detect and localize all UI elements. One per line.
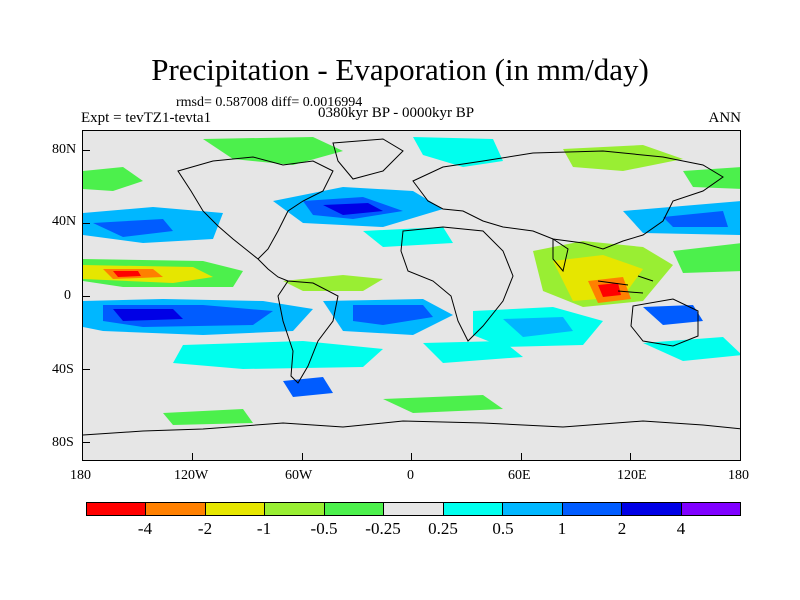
colorbar-box: [502, 502, 563, 516]
colorbar-label: -0.25: [365, 519, 401, 538]
lat-label: 40S: [52, 362, 74, 377]
lon-label: 60E: [508, 468, 531, 483]
colorbar-box: [86, 502, 147, 516]
colorbar-label: 0.25: [428, 519, 458, 538]
colorbar-box: [264, 502, 325, 516]
lon-tick: [302, 453, 303, 461]
field-patch: [203, 137, 343, 165]
field-patch: [673, 243, 740, 273]
field-patch: [283, 377, 333, 397]
lat-tick: [82, 369, 90, 370]
coastline: [552, 238, 569, 273]
coastline: [177, 156, 334, 260]
colorbar-box: [323, 502, 385, 516]
field-patch: [83, 167, 143, 191]
coastline: [630, 298, 699, 347]
colorbar-box: [204, 502, 266, 516]
lat-label: 80S: [52, 435, 74, 450]
field-patch: [113, 271, 141, 277]
coastline: [257, 258, 289, 282]
field-patch: [503, 317, 573, 337]
coastline: [277, 280, 339, 384]
lat-tick: [82, 223, 90, 224]
colorbar-label: 1: [557, 519, 567, 538]
field-patch: [363, 227, 453, 247]
coastline: [597, 275, 654, 294]
map-panel: [82, 130, 741, 461]
colorbar-label: -2: [197, 519, 213, 538]
lon-tick: [630, 453, 631, 461]
field-patch: [598, 283, 621, 297]
colorbar-box: [145, 502, 206, 516]
period-label: 0380kyr BP - 0000kyr BP: [318, 105, 475, 121]
coastline: [412, 150, 724, 250]
field-patch: [423, 341, 523, 363]
colorbar-box: [442, 502, 504, 516]
colorbar: [86, 502, 741, 516]
field-patch: [383, 395, 503, 413]
lon-label: 180: [728, 468, 749, 483]
lon-label: 120E: [617, 468, 647, 483]
lat-label: 40N: [52, 214, 77, 229]
field-patch: [683, 167, 740, 189]
colorbar-label: 4: [676, 519, 686, 538]
lat-label: 0: [64, 288, 71, 303]
colorbar-label: -1: [256, 519, 272, 538]
colorbar-label: -0.5: [310, 519, 338, 538]
field-patch: [643, 337, 740, 361]
coastline: [83, 420, 740, 436]
lon-label: 60W: [285, 468, 313, 483]
field-patch: [413, 137, 503, 167]
field-patch: [563, 145, 683, 171]
field-patch: [93, 219, 173, 237]
coastline: [332, 138, 404, 180]
colorbar-label: 2: [617, 519, 627, 538]
field-patch: [283, 275, 383, 291]
anomaly-fields: [83, 137, 740, 425]
coastlines: [83, 138, 740, 436]
field-patch: [163, 409, 253, 425]
field-patch: [643, 305, 703, 325]
lat-label: 80N: [52, 142, 77, 157]
lon-tick: [192, 453, 193, 461]
coastline: [400, 226, 514, 342]
field-patch: [113, 309, 183, 321]
lat-tick: [82, 296, 90, 297]
field-patch: [173, 341, 383, 369]
colorbar-box: [680, 502, 741, 516]
lat-tick: [82, 150, 90, 151]
lon-label: 180: [70, 468, 91, 483]
colorbar-box: [561, 502, 623, 516]
experiment-label: Expt = tevTZ1-tevta1: [81, 110, 212, 126]
colorbar-label: 0.5: [492, 519, 514, 538]
lon-tick: [521, 453, 522, 461]
field-patch: [323, 203, 383, 215]
field-patch: [663, 211, 728, 227]
lon-tick: [411, 453, 412, 461]
field-patch: [353, 305, 433, 325]
map-title: Precipitation - Evaporation (in mm/day): [151, 52, 649, 87]
lon-label: 120W: [174, 468, 209, 483]
lon-label: 0: [407, 468, 414, 483]
precip-evap-map: [83, 137, 740, 436]
colorbar-box: [621, 502, 682, 516]
lat-tick: [82, 442, 90, 443]
colorbar-box: [383, 502, 444, 516]
season-label: ANN: [708, 110, 742, 126]
stats-label: rmsd= 0.587008 diff= 0.0016994: [176, 95, 363, 110]
colorbar-label: -4: [137, 519, 153, 538]
